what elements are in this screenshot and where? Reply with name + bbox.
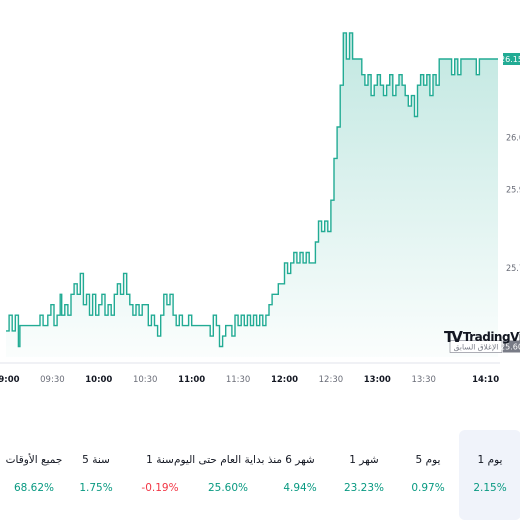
period-label: 5 يوم xyxy=(415,454,441,466)
tradingview-logo-text: TradingView xyxy=(462,330,520,344)
price-series-line xyxy=(6,32,498,348)
period-change-value: 68.62% xyxy=(13,482,55,494)
last-price-tag xyxy=(503,53,520,65)
period-label: 6 شهر xyxy=(285,454,315,466)
period-label: 1 سنة xyxy=(146,454,174,466)
x-tick-label: 12:00 xyxy=(271,375,298,385)
period-tab[interactable]: 6 شهر 4.94% xyxy=(272,430,328,520)
x-tick-label: 11:30 xyxy=(226,375,251,385)
tradingview-logo[interactable]: TV TradingView xyxy=(444,328,520,346)
period-tab[interactable]: 5 يوم 0.97% xyxy=(400,430,456,520)
x-tick-label: 10:30 xyxy=(133,375,158,385)
x-tick-label: 13:00 xyxy=(364,375,391,385)
period-change-value: 23.23% xyxy=(343,482,385,494)
y-tick-label: 26.00 xyxy=(506,134,520,144)
performance-periods: 1 يوم 2.15% 5 يوم 0.97% 1 شهر 23.23% 6 شهر 4.94… xyxy=(0,430,520,520)
x-tick-label: 11:00 xyxy=(178,375,205,385)
period-tab[interactable]: جميع الأوقات 68.62% xyxy=(3,430,65,520)
period-label: جميع الأوقات xyxy=(5,454,63,466)
x-axis: 09:00 09:30 10:00 10:30 11:00 11:30 12:00 12:30… xyxy=(0,375,499,385)
period-change-value: 0.97% xyxy=(411,482,445,494)
period-change-value: 1.75% xyxy=(79,482,113,494)
x-tick-label: 14:10 xyxy=(472,375,499,385)
period-tab[interactable]: منذ بداية العام حتى اليوم 25.60% xyxy=(168,430,288,520)
period-tab[interactable]: 1 سنة -0.19% xyxy=(132,430,188,520)
x-tick-label: 12:30 xyxy=(319,375,344,385)
price-area-fill xyxy=(6,32,498,358)
x-tick-label: 10:00 xyxy=(85,375,112,385)
x-tick-label: 09:30 xyxy=(40,375,65,385)
prev-close-value-tag xyxy=(503,340,520,353)
price-line xyxy=(6,32,498,348)
price-area xyxy=(6,32,498,358)
period-change-value: 2.15% xyxy=(473,482,507,494)
period-change-value: -0.19% xyxy=(141,482,179,494)
period-tab[interactable]: 1 شهر 23.23% xyxy=(334,430,394,520)
prev-close-label: الإغلاق السابق xyxy=(454,343,499,352)
x-tick-label: 13:30 xyxy=(411,375,436,385)
period-change-value: 4.94% xyxy=(283,482,317,494)
x-tick-label: 09:00 xyxy=(0,375,20,385)
period-label: 1 يوم xyxy=(477,454,503,466)
period-tab[interactable]: 5 سنة 1.75% xyxy=(68,430,124,520)
period-label: 5 سنة xyxy=(82,454,110,466)
period-label: 1 شهر xyxy=(349,454,379,466)
period-change-value: 25.60% xyxy=(207,482,249,494)
price-chart[interactable]: 26.15 26.00 25.90 25.75 09:00 09:30 10:00 10:3… xyxy=(0,0,520,400)
y-tick-label: 25.75 xyxy=(506,264,520,274)
tradingview-logo-mark: TV xyxy=(444,328,463,346)
prev-close-tag xyxy=(449,340,503,353)
prev-close-value: 25.60 xyxy=(500,343,520,352)
last-price-label: 26.15 xyxy=(500,55,520,64)
period-tab[interactable]: 1 يوم 2.15% xyxy=(459,430,520,520)
period-label: منذ بداية العام حتى اليوم xyxy=(173,454,283,466)
y-axis: 26.1526.0025.9025.75 xyxy=(506,55,520,274)
y-tick-label: 25.90 xyxy=(506,186,520,196)
